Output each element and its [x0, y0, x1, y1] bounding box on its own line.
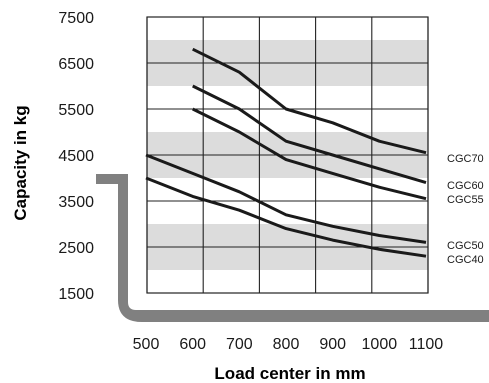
y-tick-label: 6500 — [58, 56, 94, 73]
x-tick-label: 900 — [319, 336, 346, 353]
x-tick-labels: 500 600 700 800 900 1000 1100 — [133, 336, 444, 353]
series-labels: CGC70 CGC60 CGC55 CGC50 CGC40 — [447, 153, 484, 266]
y-tick-label: 2500 — [58, 240, 94, 257]
series-line-cgc50 — [145, 153, 427, 244]
y-tick-label: 1500 — [58, 286, 94, 303]
series-label-cgc40: CGC40 — [447, 254, 484, 266]
y-tick-label: 3500 — [58, 194, 94, 211]
series-label-cgc50: CGC50 — [447, 240, 484, 252]
y-tick-labels: 7500 6500 5500 4500 3500 2500 1500 — [58, 10, 94, 303]
x-axis-title: Load center in mm — [214, 364, 365, 383]
series-line-cgc70 — [192, 47, 427, 155]
x-tick-label: 1100 — [409, 336, 444, 353]
y-tick-label: 7500 — [58, 10, 94, 27]
x-tick-label: 1000 — [362, 336, 398, 353]
series-line-cgc60 — [192, 84, 427, 185]
series-label-cgc70: CGC70 — [447, 153, 484, 165]
series-line-cgc40 — [145, 176, 427, 258]
x-tick-label: 500 — [133, 336, 160, 353]
y-axis-title: Capacity in kg — [11, 105, 30, 220]
series-lines — [145, 47, 427, 258]
x-tick-label: 600 — [179, 336, 206, 353]
series-label-cgc60: CGC60 — [447, 180, 484, 192]
x-tick-label: 800 — [273, 336, 300, 353]
series-label-cgc55: CGC55 — [447, 194, 484, 206]
y-tick-label: 5500 — [58, 102, 94, 119]
series-line-cgc55 — [192, 107, 427, 201]
x-tick-label: 700 — [226, 336, 253, 353]
y-tick-label: 4500 — [58, 148, 94, 165]
